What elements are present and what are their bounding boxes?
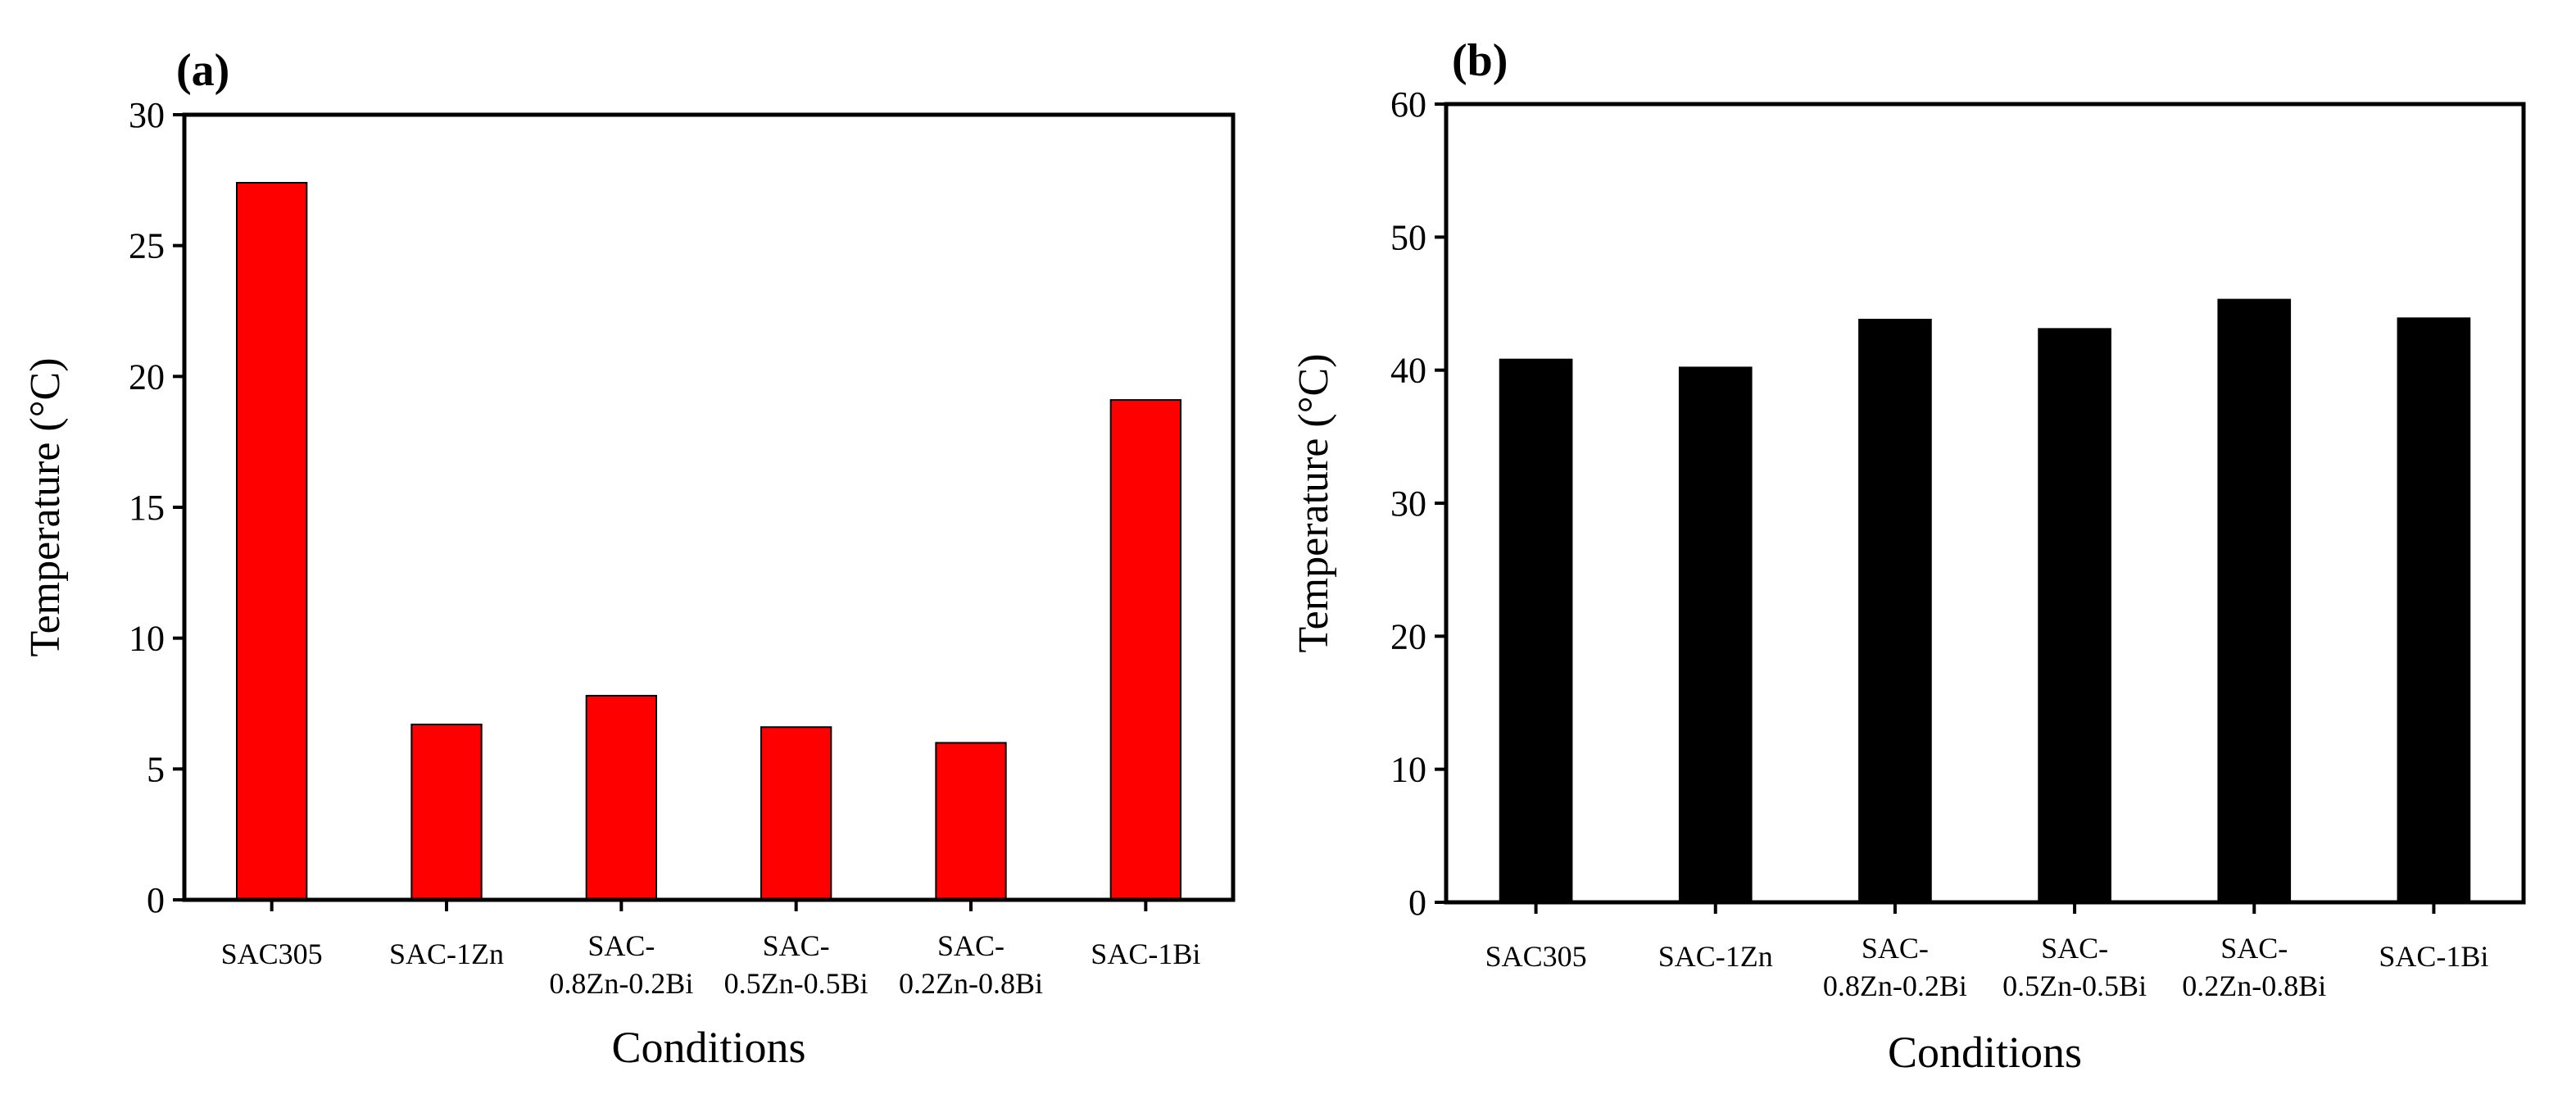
bar-1: [1499, 358, 1573, 903]
y-tick-label: 60: [1390, 84, 1426, 125]
bar-3: [1858, 318, 1932, 904]
x-tick-label-line: SAC-: [1862, 932, 1929, 965]
x-tick-label: SAC305: [221, 938, 323, 970]
y-tick-label: 40: [1390, 351, 1426, 391]
y-tick-label: 50: [1390, 217, 1426, 257]
x-axis-title: Conditions: [1888, 1028, 2082, 1077]
x-tick-label: SAC-1Bi: [2379, 940, 2488, 973]
x-tick-label-line: SAC-1Zn: [389, 938, 504, 970]
x-tick-label: SAC- 0.8Zn-0.2Bi: [549, 929, 693, 1000]
y-tick-label: 20: [129, 356, 165, 397]
plot-frame: [1444, 102, 2526, 905]
y-tick-label: 10: [1390, 750, 1426, 790]
x-axis-title: Conditions: [611, 1023, 805, 1072]
x-tick-label-line: SAC-: [763, 929, 830, 962]
plot-frame: [182, 112, 1236, 902]
y-tick-label: 10: [129, 619, 165, 659]
x-tick-label-line: 0.2Zn-0.8Bi: [2182, 970, 2326, 1002]
bar-2: [1678, 366, 1753, 904]
bar-2: [410, 724, 483, 901]
x-tick-label-line: 0.5Zn-0.5Bi: [2002, 970, 2147, 1002]
x-tick-label: SAC-1Zn: [1658, 940, 1773, 973]
x-tick-label-line: SAC305: [221, 938, 323, 970]
x-tick-label: SAC- 0.5Zn-0.5Bi: [724, 929, 868, 1000]
y-tick-label: 20: [1390, 616, 1426, 656]
x-tick-label-line: 0.8Zn-0.2Bi: [549, 967, 693, 1000]
x-tick-label: SAC-1Zn: [389, 938, 504, 970]
bar-5: [935, 742, 1007, 901]
y-tick-label: 15: [129, 488, 165, 528]
x-tick-label: SAC- 0.8Zn-0.2Bi: [1823, 932, 1967, 1002]
x-tick-label: SAC-1Bi: [1091, 938, 1200, 970]
y-tick-label: 0: [1408, 883, 1426, 923]
y-tick-label: 30: [129, 95, 165, 135]
x-tick-label: SAC- 0.2Zn-0.8Bi: [2182, 932, 2326, 1002]
y-tick-label: 30: [1390, 484, 1426, 524]
x-tick-label-line: SAC-: [587, 929, 655, 962]
bar-4: [760, 726, 832, 901]
panel-label: (b): [1452, 35, 1508, 86]
x-tick-label-line: SAC-: [937, 929, 1005, 962]
x-tick-label: SAC- 0.2Zn-0.8Bi: [899, 929, 1043, 1000]
panel-label: (a): [176, 45, 229, 96]
x-tick-label-line: SAC305: [1485, 940, 1587, 973]
panel-b-bar-chart: (b) 0 10 20 30 40 50 60 SAC305 SAC-1Zn SAC- 0.8Zn-0…: [1290, 35, 2526, 1077]
x-tick-label-line: SAC-1Bi: [1091, 938, 1200, 970]
x-tick-label-line: SAC-1Bi: [2379, 940, 2488, 973]
x-tick-label: SAC305: [1485, 940, 1587, 973]
bar-3: [585, 694, 658, 901]
x-tick-label-line: SAC-: [2041, 932, 2108, 965]
panel-a-bar-chart: (a) 0 5 10 15 20 25 30 SAC305 SAC-1Zn SAC- 0.8Zn-0.…: [22, 45, 1236, 1072]
y-tick-label: 5: [147, 749, 165, 789]
y-axis-title: Temperature (°C): [22, 357, 69, 656]
y-axis-title: Temperature (°C): [1290, 353, 1337, 652]
bar-6: [1109, 399, 1181, 901]
x-tick-label-line: 0.5Zn-0.5Bi: [724, 967, 868, 1000]
x-tick-label-line: 0.8Zn-0.2Bi: [1823, 970, 1967, 1002]
y-tick-label: 25: [129, 226, 165, 266]
x-tick-label: SAC- 0.5Zn-0.5Bi: [2002, 932, 2147, 1002]
bar-4: [2038, 328, 2111, 903]
x-tick-label-line: SAC-1Zn: [1658, 940, 1773, 973]
y-tick-label: 0: [147, 880, 165, 920]
x-tick-label-line: 0.2Zn-0.8Bi: [899, 967, 1043, 1000]
bar-6: [2397, 317, 2471, 903]
bar-5: [2217, 298, 2292, 903]
bar-1: [236, 182, 308, 901]
x-tick-label-line: SAC-: [2220, 932, 2288, 965]
